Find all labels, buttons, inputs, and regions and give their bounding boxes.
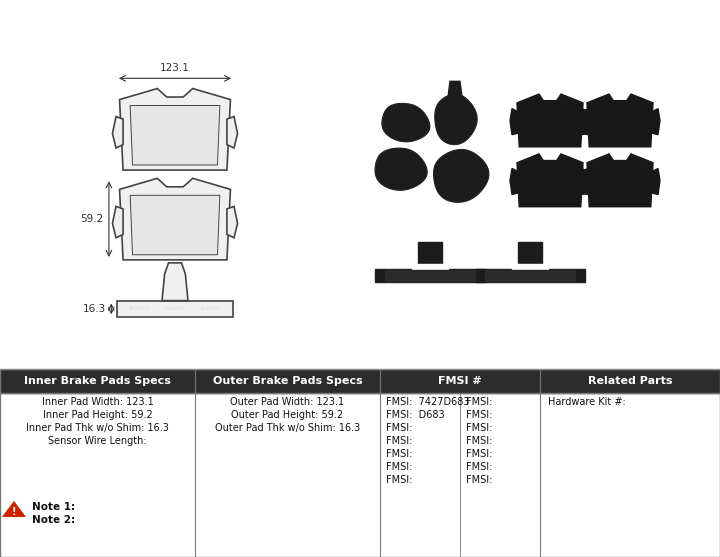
Bar [0,369,720,393]
Text: Hardware Kit #:: Hardware Kit #: [548,397,626,407]
Bar [512,263,548,268]
Polygon shape [435,94,477,144]
Text: Inner Pad Height: 59.2: Inner Pad Height: 59.2 [42,410,153,420]
Polygon shape [227,206,238,238]
Polygon shape [117,301,233,317]
Text: FMSI:  D683: FMSI: D683 [386,410,445,420]
Text: FMSI:: FMSI: [466,410,492,420]
Text: Outer Pad Height: 59.2: Outer Pad Height: 59.2 [231,410,343,420]
Polygon shape [650,169,660,194]
Text: FMSI:: FMSI: [466,475,492,485]
Text: Inner Pad Thk w/o Shim: 16.3: Inner Pad Thk w/o Shim: 16.3 [26,423,169,433]
Polygon shape [2,501,26,517]
Text: Related Parts: Related Parts [588,376,672,386]
Text: FMSI:: FMSI: [466,423,492,433]
Polygon shape [587,154,653,207]
Bar [412,263,448,268]
Polygon shape [112,206,123,238]
Text: 59.2: 59.2 [81,214,104,224]
Polygon shape [227,116,238,148]
Text: StopTech: StopTech [199,306,222,311]
Text: Sensor Wire Length:: Sensor Wire Length: [48,436,147,446]
Text: Note 1:: Note 1: [32,502,75,512]
Text: FMSI:  7427D683: FMSI: 7427D683 [386,397,469,407]
Text: StopTech: StopTech [164,306,186,311]
Polygon shape [448,81,462,97]
Text: Brake Pad: Brake Pad [590,8,709,28]
Polygon shape [580,169,590,194]
Text: Outer Pad Width: 123.1: Outer Pad Width: 123.1 [230,397,345,407]
Bar [485,270,575,281]
Polygon shape [382,104,430,141]
Bar [518,242,542,263]
Polygon shape [580,109,590,135]
Polygon shape [510,169,520,194]
Text: FMSI:: FMSI: [386,423,413,433]
Text: Inner Brake Pads Specs: Inner Brake Pads Specs [24,376,171,386]
Polygon shape [112,116,123,148]
Text: Outer Brake Pads Specs: Outer Brake Pads Specs [212,376,362,386]
Text: FMSI #: FMSI # [438,376,482,386]
Text: Note 2:: Note 2: [32,515,75,525]
Text: FMSI:: FMSI: [466,397,492,407]
Text: Outer Pad Thk w/o Shim: 16.3: Outer Pad Thk w/o Shim: 16.3 [215,423,360,433]
Polygon shape [375,148,427,190]
Text: 16.3: 16.3 [83,304,107,314]
Text: 309.06830: 309.06830 [11,8,135,28]
Polygon shape [120,89,230,170]
Text: FMSI:: FMSI: [386,475,413,485]
Text: 123.1: 123.1 [160,63,190,74]
Polygon shape [650,109,660,135]
Bar [475,268,585,282]
Text: FMSI:: FMSI: [466,436,492,446]
Text: Inner Pad Width: 123.1: Inner Pad Width: 123.1 [42,397,153,407]
Bar [375,268,485,282]
Polygon shape [120,178,230,260]
Text: FMSI:: FMSI: [386,449,413,459]
Text: FMSI:: FMSI: [466,462,492,472]
Polygon shape [587,94,653,147]
Polygon shape [510,109,520,135]
Bar [385,270,475,281]
Text: FMSI:: FMSI: [386,436,413,446]
Polygon shape [162,263,188,301]
Text: FMSI:: FMSI: [386,462,413,472]
Bar [418,242,442,263]
Polygon shape [433,150,489,202]
Polygon shape [130,105,220,165]
Polygon shape [517,154,583,207]
Text: FMSI:: FMSI: [466,449,492,459]
Text: !: ! [12,507,17,517]
Polygon shape [580,109,590,135]
Polygon shape [517,94,583,147]
Polygon shape [130,196,220,255]
Polygon shape [580,169,590,194]
Text: StopTech: StopTech [129,306,150,311]
